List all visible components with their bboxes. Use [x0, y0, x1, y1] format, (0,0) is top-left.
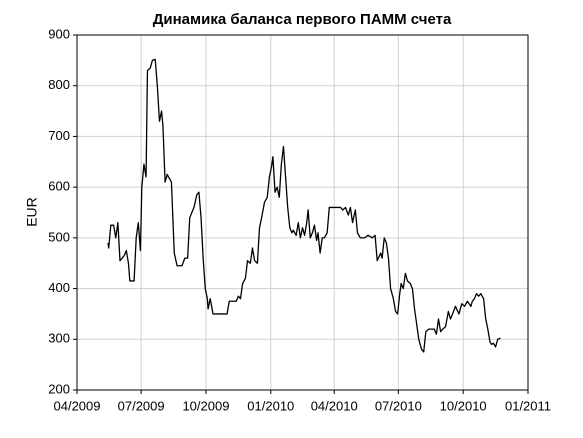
- y-tick-label: 200: [48, 381, 70, 396]
- y-tick-label: 900: [48, 26, 70, 41]
- y-tick-label: 800: [48, 77, 70, 92]
- x-tick-label: 04/2010: [311, 398, 358, 413]
- x-tick-label: 10/2009: [182, 398, 229, 413]
- x-tick-label: 01/2011: [505, 398, 551, 413]
- x-tick-label: 07/2010: [375, 398, 422, 413]
- y-tick-label: 600: [48, 179, 70, 194]
- chart-title: Динамика баланса первого ПАММ счета: [153, 11, 452, 28]
- y-tick-label: 300: [48, 331, 70, 346]
- x-tick-label: 07/2009: [118, 398, 165, 413]
- line-series: [107, 58, 501, 353]
- x-tick-label: 04/2009: [54, 398, 101, 413]
- y-tick-label: 700: [48, 128, 70, 143]
- y-tick-label: 400: [48, 280, 70, 295]
- x-tick-label: 01/2010: [247, 398, 294, 413]
- plot-frame: [76, 34, 529, 391]
- y-tick-label: 500: [48, 229, 70, 244]
- y-axis-label: EUR: [24, 197, 40, 227]
- x-tick-label: 10/2010: [440, 398, 487, 413]
